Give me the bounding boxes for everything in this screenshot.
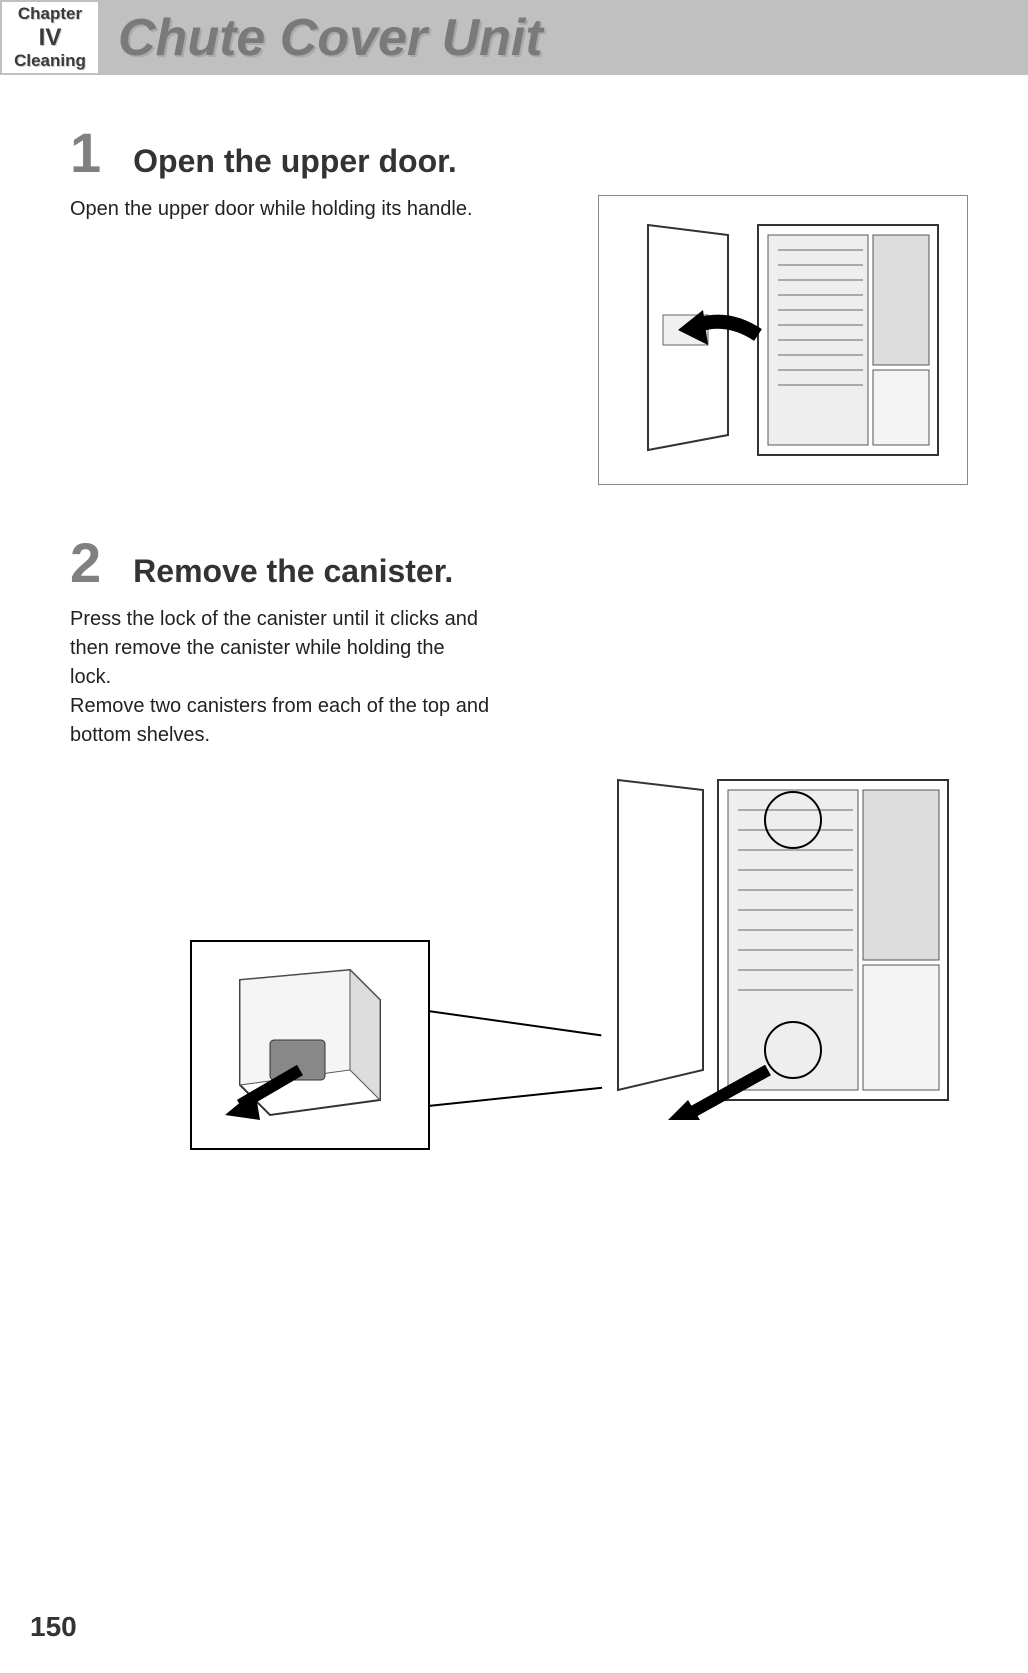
step-illustration (598, 195, 968, 485)
page-header: Chapter IV Cleaning Chute Cover Unit (0, 0, 1028, 75)
content-area: 1 Open the upper door. Open the upper do… (0, 75, 1028, 1120)
machine-canister-icon (598, 760, 968, 1120)
step-number: 2 (70, 535, 101, 591)
canister-detail-icon (200, 950, 420, 1140)
chapter-box: Chapter IV Cleaning (0, 0, 100, 75)
step-title: Remove the canister. (133, 553, 453, 590)
step-number: 1 (70, 125, 101, 181)
chapter-number: IV (39, 24, 62, 52)
machine-open-door-icon (608, 205, 958, 475)
step-2: 2 Remove the canister. Press the lock of… (70, 535, 968, 1120)
step-header: 2 Remove the canister. (70, 535, 968, 591)
step-1: 1 Open the upper door. Open the upper do… (70, 125, 968, 485)
step2-illustration-group (70, 760, 968, 1120)
chapter-section: Cleaning (14, 51, 86, 71)
connector-line (428, 1087, 602, 1107)
step-body: Open the upper door while holding its ha… (70, 195, 968, 485)
step-text: Open the upper door while holding its ha… (70, 195, 473, 224)
page-title: Chute Cover Unit (118, 8, 543, 68)
step-header: 1 Open the upper door. (70, 125, 968, 181)
connector-line (428, 1010, 602, 1036)
step-text: Press the lock of the canister until it … (70, 605, 490, 750)
step-body: Press the lock of the canister until it … (70, 605, 968, 750)
step-title: Open the upper door. (133, 143, 457, 180)
step-illustration-inset (190, 940, 430, 1150)
step-illustration (598, 760, 968, 1120)
chapter-label: Chapter (18, 4, 82, 24)
page-number: 150 (30, 1611, 77, 1643)
